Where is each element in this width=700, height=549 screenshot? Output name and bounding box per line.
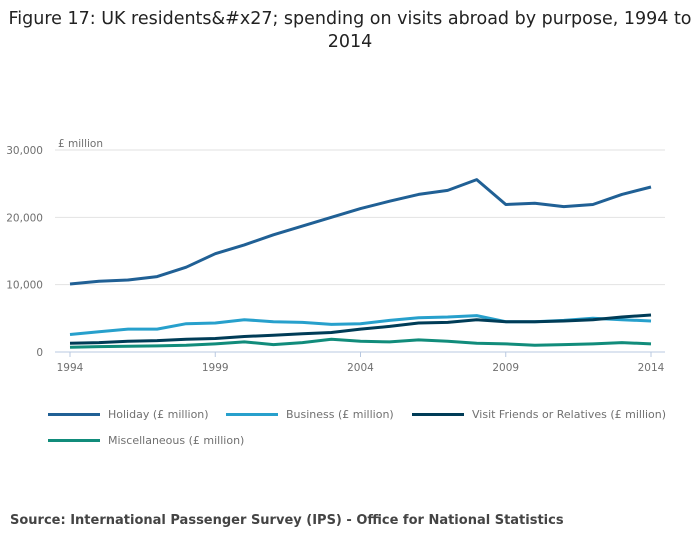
- series-line-2: [69, 313, 652, 345]
- y-tick-label: 10,000: [6, 280, 43, 292]
- x-tick-label: 1994: [57, 362, 84, 374]
- x-tick-label: 2004: [347, 362, 374, 374]
- legend-label: Holiday (£ million): [108, 408, 209, 421]
- legend-swatch: [226, 413, 278, 416]
- legend-swatch: [48, 439, 100, 442]
- legend-swatch: [48, 413, 100, 416]
- x-tick-label: 2009: [492, 362, 519, 374]
- legend-item: Holiday (£ million): [48, 408, 209, 421]
- x-tick-label: 2014: [638, 362, 665, 374]
- y-tick-label: 20,000: [6, 212, 43, 224]
- source-note: Source: International Passenger Survey (…: [10, 513, 564, 528]
- legend-label: Business (£ million): [286, 408, 394, 421]
- legend-item: Business (£ million): [226, 408, 394, 421]
- x-tick-label: 1999: [202, 362, 229, 374]
- legend-swatch: [412, 413, 464, 416]
- y-tick-label: 0: [36, 347, 43, 359]
- line-chart: £ million 0 10,000 20,000 30,000 1994 1999 200…: [6, 138, 665, 374]
- legend-label: Miscellaneous (£ million): [108, 434, 245, 447]
- chart-title: Figure 17: UK residents&#x27; spending o…: [8, 9, 692, 52]
- series-line-3: [69, 337, 652, 349]
- legend-label: Visit Friends or Relatives (£ million): [472, 408, 667, 421]
- legend-item: Miscellaneous (£ million): [48, 434, 244, 447]
- y-tick-label: 30,000: [6, 145, 43, 157]
- series-line-0: [69, 178, 652, 286]
- y-axis-label: £ million: [58, 138, 103, 150]
- series-line-1: [69, 314, 652, 336]
- legend-item: Visit Friends or Relatives (£ million): [412, 408, 666, 421]
